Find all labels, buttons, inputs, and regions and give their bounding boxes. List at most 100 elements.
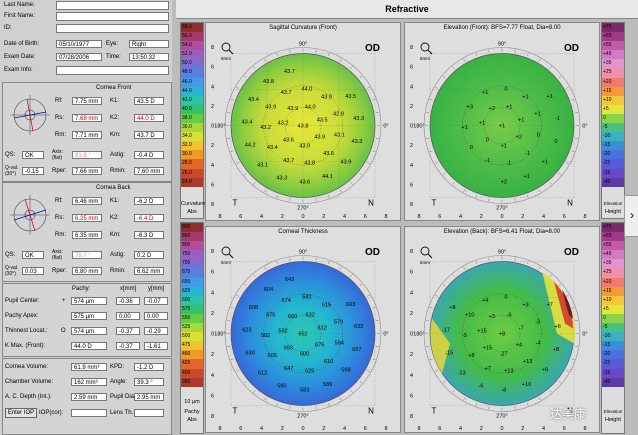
scale-5mm-label: 5mm	[420, 260, 430, 265]
map-value: +8	[468, 353, 474, 359]
t-label: T	[233, 199, 238, 208]
scale-entry: +5	[602, 104, 624, 114]
scale-entry: -45	[602, 377, 624, 387]
degree-tick	[463, 58, 466, 62]
cb-k1-value: -6.2 D	[134, 197, 164, 205]
map-value: 0	[470, 145, 473, 151]
acd-value: 2.59 mm	[71, 393, 107, 401]
curvature-scale-legend: 58.0 56.0 54.0 52.0 50.0 48.0 46.0 44.0 42.0 40.0…	[180, 22, 205, 219]
time-field[interactable]: 13:50:32	[129, 53, 169, 61]
degree-tick	[315, 49, 317, 53]
pachy-header: Pachy:	[72, 286, 91, 292]
degree-tick	[372, 98, 376, 101]
cf-k1-value: 43.5 D	[134, 97, 164, 105]
exam-info-field[interactable]	[56, 66, 169, 75]
map-value: +1	[542, 160, 548, 166]
scale-tick-y: 4	[410, 290, 413, 296]
cb-axis-label: Axis: (flat)	[52, 249, 63, 261]
map-corneal-thickness[interactable]: 652 632 612 675 600 593 592 660 615 579 594 610 625 6…	[205, 226, 401, 433]
map-title: Corneal Thickness	[278, 229, 328, 235]
dob-field[interactable]: 05/10/1977	[56, 40, 102, 48]
cb-qval-label: Q-val. (30°)	[5, 265, 19, 277]
map-value: 43.7	[284, 69, 295, 75]
pachy-row-label: Thinnest Locat.:	[5, 328, 48, 334]
map-elevation-back[interactable]: +8 -6 -7 +4 -27 +15 +15 +3 +3 -3 -4 +13 +13 +7 +8 -5 +10…	[404, 226, 600, 433]
scale-tick-y: 8	[211, 202, 214, 208]
curvature-scale-bars: 58.0 56.0 54.0 52.0 50.0 48.0 46.0 44.0 42.0 40.0…	[181, 23, 203, 187]
degree-tick	[549, 66, 552, 69]
map-value: 612	[258, 370, 267, 376]
eye-field[interactable]: Right	[129, 40, 169, 48]
cb-astig-value: 0.2 D	[134, 251, 164, 259]
last-name-field[interactable]	[56, 1, 169, 10]
map-value: -1	[506, 160, 511, 166]
map-value: 598	[341, 368, 350, 374]
map-value: 592	[278, 329, 287, 335]
degree-tick	[227, 319, 231, 321]
map-value: +7	[546, 302, 552, 308]
magnifier-icon-handle	[228, 49, 234, 55]
map-value: -1	[525, 151, 530, 157]
degree-tick	[230, 150, 234, 153]
degree-tick	[227, 346, 231, 348]
map-sagittal-curvature[interactable]: 43.8 44.0 43.5 43.9 43.9 43.6 43.2 43.9 43.9 42.8…	[205, 22, 401, 221]
map-value: 574	[281, 298, 290, 304]
map-value: +1	[499, 124, 505, 130]
axis-label-0: 0°	[582, 124, 587, 130]
degree-tick	[538, 189, 541, 193]
map-value: 590	[277, 384, 286, 390]
scale-tick-y: 8	[211, 45, 214, 51]
map-value: +1	[546, 94, 552, 100]
cf-k2-value: 44.0 D	[134, 114, 164, 122]
map-value: 43.1	[334, 133, 345, 139]
degree-tick	[475, 194, 477, 198]
first-name-field[interactable]	[56, 12, 169, 21]
scale-tick-y: 2	[211, 143, 214, 149]
degree-tick	[514, 198, 516, 202]
exam-date-field[interactable]: 07/28/2006	[56, 53, 102, 61]
scale-entry: -25	[602, 359, 624, 369]
map-canvas: +8 -6 -7 +4 -27 +15 +15 +3 +3 -3 -4 +13 +13 +7 +8 -5 +10…	[410, 246, 588, 432]
degree-tick	[315, 257, 317, 261]
zone-ring	[284, 315, 322, 352]
od-label: OD	[564, 43, 579, 54]
degree-tick	[475, 402, 477, 406]
pachy-row-x: -0.37	[116, 342, 140, 350]
scale-tick-x: 8	[583, 214, 586, 220]
map-highlight-region	[542, 271, 575, 344]
degree-tick	[366, 86, 370, 89]
degree-tick	[475, 53, 477, 57]
map-value: 604	[264, 287, 273, 293]
map-elevation-front[interactable]: +1 +1 +1 +2 +1 0 +1 +2 +1 +1 0 -1 -1 -1 0 +1 +3 +1 0 +1 -1 0 +…	[404, 22, 600, 221]
enter-iop-button[interactable]: Enter IOP	[5, 408, 37, 418]
scale-tick-x: 8	[384, 214, 387, 220]
axis-label-90: 90°	[498, 42, 506, 48]
scale-tick-x: 4	[343, 426, 346, 432]
scale-tick-y: 4	[211, 373, 214, 379]
next-arrow-button[interactable]: ›	[624, 195, 638, 237]
degree-tick	[236, 86, 240, 89]
scale-entry: 575	[181, 304, 203, 314]
id-field[interactable]	[56, 24, 169, 33]
degree-tick	[375, 138, 379, 140]
scale-entry: 44.0	[181, 86, 203, 96]
degree-tick	[289, 198, 291, 202]
cf-rs-label: Rs:	[55, 115, 64, 121]
degree-tick	[565, 162, 569, 165]
cornea-back-title: Cornea Back	[96, 185, 131, 191]
cf-rs-value: 7.68 mm	[72, 114, 102, 122]
map-value: 0	[504, 86, 507, 92]
map-value: 44.1	[322, 174, 333, 180]
zone-ring	[263, 85, 343, 166]
scale-entry: +20	[602, 277, 624, 287]
scale-entry: +35	[602, 259, 624, 269]
map-value: +6	[554, 324, 560, 330]
map-value: 623	[242, 327, 251, 333]
scale-tick-y: 4	[211, 290, 214, 296]
scale-entry: -15	[602, 141, 624, 151]
lens-th-label: Lens Th.:	[110, 410, 135, 416]
degree-tick	[429, 150, 433, 153]
map-value: +15	[483, 345, 493, 351]
y-header: y[mm]	[148, 286, 165, 292]
map-value: 582	[302, 294, 311, 300]
